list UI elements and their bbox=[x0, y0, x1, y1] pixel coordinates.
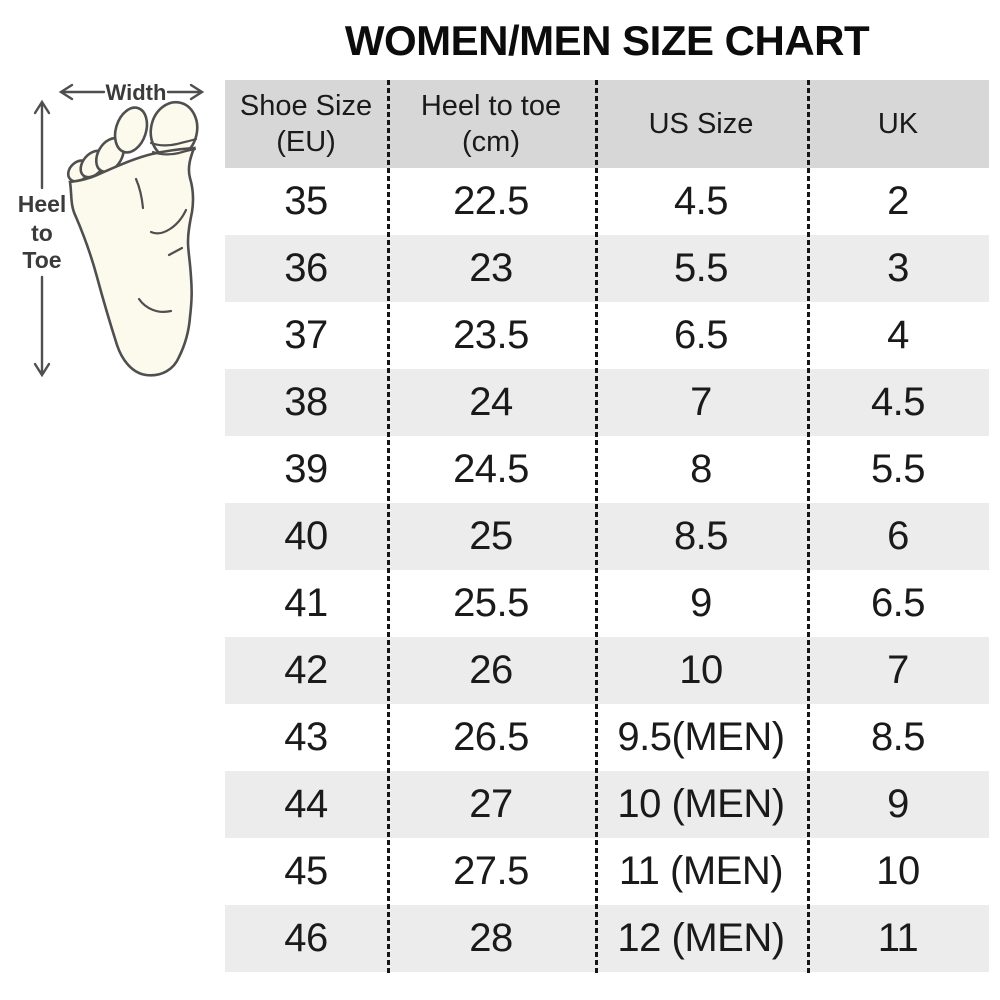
table-cell: 9 bbox=[690, 581, 712, 625]
table-cell: 27 bbox=[469, 782, 513, 826]
table-cell: 37 bbox=[284, 313, 328, 357]
table-cell: 5.5 bbox=[673, 246, 729, 290]
table-cell: 8 bbox=[690, 447, 712, 491]
table-cell: 2 bbox=[887, 179, 909, 223]
table-cell: 24.5 bbox=[453, 447, 529, 491]
table-cell: 22.5 bbox=[453, 179, 529, 223]
header-heel-to-toe-cm: Heel to toe (cm) bbox=[420, 89, 562, 158]
column-divider-1 bbox=[386, 80, 390, 974]
table-cell: 8.5 bbox=[870, 715, 926, 759]
heel-to-toe-arrow bbox=[33, 99, 51, 378]
table-cell: 45 bbox=[284, 849, 328, 893]
table-cell: 9 bbox=[887, 782, 909, 826]
table-row: 38 24 7 4.5 bbox=[225, 369, 989, 436]
table-cell: 39 bbox=[284, 447, 328, 491]
table-cell: 23.5 bbox=[453, 313, 529, 357]
table-cell: 6.5 bbox=[673, 313, 729, 357]
table-cell: 25 bbox=[469, 514, 513, 558]
table-cell: 4.5 bbox=[673, 179, 729, 223]
page-title: WOMEN/MEN SIZE CHART bbox=[344, 17, 870, 64]
table-row: 35 22.5 4.5 2 bbox=[225, 168, 989, 235]
table-cell: 40 bbox=[284, 514, 328, 558]
table-cell: 4 bbox=[887, 313, 909, 357]
table-cell: 25.5 bbox=[453, 581, 529, 625]
size-table: Shoe Size (EU) Heel to toe (cm) US Size … bbox=[225, 80, 989, 974]
table-cell: 35 bbox=[284, 179, 328, 223]
column-divider-3 bbox=[807, 80, 811, 974]
size-table-body: 35 22.5 4.5 2 36 23 5.5 3 37 23.5 6.5 4 38 24 7 4.5 39 24… bbox=[225, 168, 989, 972]
table-cell: 6 bbox=[887, 514, 909, 558]
header-uk: UK bbox=[877, 107, 919, 140]
table-cell: 6.5 bbox=[870, 581, 926, 625]
table-row: 40 25 8.5 6 bbox=[225, 503, 989, 570]
table-cell: 26 bbox=[469, 648, 513, 692]
foot-creases bbox=[134, 137, 198, 313]
header-shoe-size-eu: Shoe Size (EU) bbox=[239, 89, 373, 158]
header-us-size: US Size bbox=[648, 107, 754, 140]
sole-outline bbox=[68, 146, 196, 377]
table-cell: 10 bbox=[679, 648, 723, 692]
heel-to-toe-label-line1: Heel bbox=[18, 191, 67, 217]
table-row: 45 27.5 11 (MEN) 10 bbox=[225, 838, 989, 905]
size-table-header: Shoe Size (EU) Heel to toe (cm) US Size … bbox=[225, 80, 989, 168]
table-cell: 28 bbox=[469, 916, 513, 960]
heel-to-toe-label-line2: to bbox=[31, 220, 53, 246]
table-cell: 10 bbox=[876, 849, 920, 893]
table-row: 46 28 12 (MEN) 11 bbox=[225, 905, 989, 972]
foot-measurement-diagram: Width Heel to Toe bbox=[0, 55, 225, 400]
table-cell: 9.5(MEN) bbox=[617, 715, 785, 759]
table-cell: 43 bbox=[284, 715, 328, 759]
table-cell: 38 bbox=[284, 380, 328, 424]
foot-diagram-svg: Width Heel to Toe bbox=[18, 80, 205, 378]
table-cell: 3 bbox=[887, 246, 909, 290]
table-cell: 7 bbox=[690, 380, 712, 424]
table-cell: 10 (MEN) bbox=[617, 782, 785, 826]
width-arrow bbox=[58, 83, 205, 101]
table-row: 39 24.5 8 5.5 bbox=[225, 436, 989, 503]
table-cell: 36 bbox=[284, 246, 328, 290]
heel-to-toe-label-line3: Toe bbox=[22, 247, 61, 273]
table-cell: 44 bbox=[284, 782, 328, 826]
table-row: 44 27 10 (MEN) 9 bbox=[225, 771, 989, 838]
second-toe bbox=[113, 106, 149, 154]
table-cell: 46 bbox=[284, 916, 328, 960]
table-cell: 41 bbox=[284, 581, 328, 625]
table-cell: 42 bbox=[284, 648, 328, 692]
table-cell: 24 bbox=[469, 380, 513, 424]
table-row: 43 26.5 9.5(MEN) 8.5 bbox=[225, 704, 989, 771]
column-divider-2 bbox=[594, 80, 598, 974]
table-row: 37 23.5 6.5 4 bbox=[225, 302, 989, 369]
table-cell: 26.5 bbox=[453, 715, 529, 759]
table-cell: 12 (MEN) bbox=[617, 916, 785, 960]
table-cell: 4.5 bbox=[870, 380, 926, 424]
foot-outline-illustration bbox=[66, 100, 199, 377]
table-cell: 11 bbox=[877, 916, 919, 960]
table-cell: 5.5 bbox=[870, 447, 926, 491]
table-row: 42 26 10 7 bbox=[225, 637, 989, 704]
table-row: 36 23 5.5 3 bbox=[225, 235, 989, 302]
table-row: 41 25.5 9 6.5 bbox=[225, 570, 989, 637]
width-label: Width bbox=[106, 80, 167, 105]
table-cell: 11 (MEN) bbox=[618, 849, 784, 893]
table-cell: 7 bbox=[887, 648, 909, 692]
table-cell: 23 bbox=[469, 246, 513, 290]
table-cell: 27.5 bbox=[453, 849, 529, 893]
table-cell: 8.5 bbox=[673, 514, 729, 558]
